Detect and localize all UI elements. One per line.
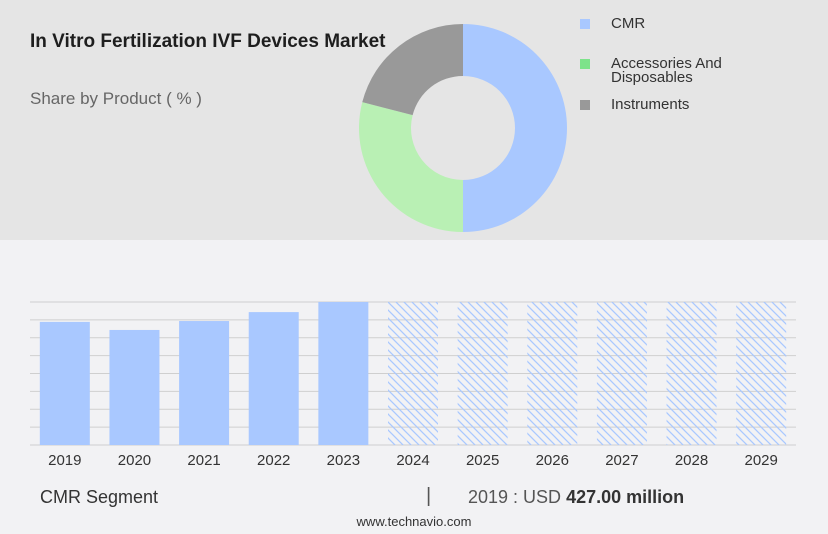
- donut-slice-accessories: [359, 102, 463, 232]
- forecast-bar-2028: [666, 302, 717, 445]
- legend-item-instruments: Instruments: [580, 95, 781, 112]
- legend-item-accessories: Accessories And Disposables: [580, 54, 781, 85]
- forecast-bar-2024: [388, 302, 438, 445]
- x-tick-label-2023: 2023: [327, 452, 360, 469]
- bar-2022: [248, 312, 299, 445]
- segment-value: 2019 : USD 427.00 million: [468, 487, 684, 508]
- forecast-bar-2029: [736, 302, 787, 445]
- donut-slice-cmr: [463, 24, 567, 232]
- segment-label: CMR Segment: [40, 487, 159, 507]
- x-tick-label-2027: 2027: [605, 452, 638, 469]
- x-tick-label-2025: 2025: [466, 452, 499, 469]
- legend-label-cmr: CMR: [611, 15, 646, 32]
- x-tick-label-2026: 2026: [536, 452, 569, 469]
- x-tick-label-2019: 2019: [48, 452, 81, 469]
- x-tick-label-2024: 2024: [396, 452, 429, 469]
- source-link[interactable]: www.technavio.com: [356, 514, 472, 529]
- bar-2019: [39, 321, 90, 445]
- donut-chart: [359, 24, 567, 232]
- bar-2020: [109, 329, 160, 445]
- segment-value-amount: 427.00 million: [566, 487, 685, 507]
- legend-swatch-accessories: [580, 59, 590, 69]
- legend-item-cmr: CMR: [580, 14, 781, 31]
- donut-slice-instruments: [362, 24, 463, 116]
- x-tick-label-2029: 2029: [744, 452, 777, 469]
- bar-2023: [318, 302, 369, 445]
- bar-chart: 2019 2020 2021 2022 2023 2024 2025 2026 2027 2028…: [30, 301, 796, 469]
- bar-2021: [179, 321, 230, 445]
- forecast-bar-2026: [527, 302, 578, 445]
- chart-title: In Vitro Fertilization IVF Devices Marke…: [30, 31, 386, 52]
- x-tick-label-2022: 2022: [257, 452, 290, 469]
- segment-year-prefix: 2019 : USD: [468, 487, 562, 507]
- forecast-bar-2027: [596, 302, 647, 445]
- legend-label-accessories: Accessories And Disposables: [611, 55, 722, 86]
- legend-label-instruments: Instruments: [611, 96, 690, 113]
- x-tick-label-2021: 2021: [187, 452, 220, 469]
- x-tick-label-2028: 2028: [675, 452, 708, 469]
- legend-swatch-instruments: [580, 100, 590, 110]
- legend-swatch-cmr: [580, 19, 590, 29]
- x-tick-label-2020: 2020: [118, 452, 151, 469]
- chart-subtitle: Share by Product ( % ): [30, 89, 202, 108]
- forecast-bar-2025: [457, 302, 508, 445]
- footer-divider: |: [426, 485, 432, 507]
